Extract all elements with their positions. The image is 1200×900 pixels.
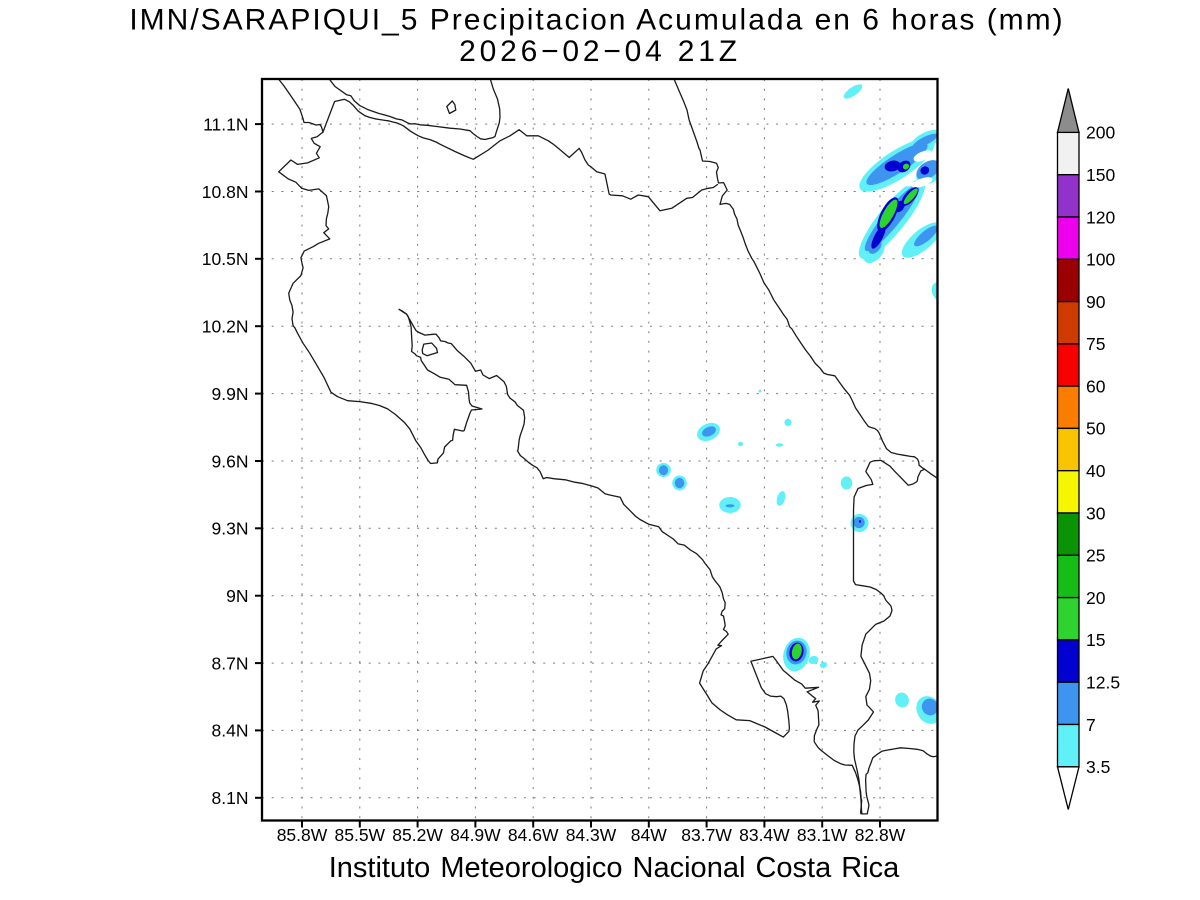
svg-text:40: 40 xyxy=(1086,461,1106,481)
svg-text:10.8N: 10.8N xyxy=(202,182,249,202)
svg-text:11.1N: 11.1N xyxy=(203,114,248,134)
svg-text:83.7W: 83.7W xyxy=(681,825,732,845)
svg-text:75: 75 xyxy=(1086,334,1105,354)
svg-text:9.3N: 9.3N xyxy=(212,519,249,539)
svg-text:8.4N: 8.4N xyxy=(212,721,249,741)
svg-text:12.5: 12.5 xyxy=(1086,673,1120,693)
svg-text:84.3W: 84.3W xyxy=(566,825,617,845)
svg-text:8.1N: 8.1N xyxy=(212,788,249,808)
svg-text:85.5W: 85.5W xyxy=(335,825,386,845)
svg-text:7: 7 xyxy=(1086,715,1096,735)
svg-text:150: 150 xyxy=(1086,165,1115,185)
svg-text:83.4W: 83.4W xyxy=(739,825,790,845)
svg-text:10.5N: 10.5N xyxy=(202,249,249,269)
svg-text:50: 50 xyxy=(1086,419,1106,439)
svg-text:84W: 84W xyxy=(631,825,667,845)
svg-text:85.8W: 85.8W xyxy=(277,825,328,845)
svg-text:2026−02−04 21Z: 2026−02−04 21Z xyxy=(459,35,741,68)
svg-text:Instituto Meteorologico Nacion: Instituto Meteorologico Nacional Costa R… xyxy=(329,852,900,884)
svg-text:200: 200 xyxy=(1086,123,1115,143)
svg-text:120: 120 xyxy=(1086,207,1115,227)
svg-text:90: 90 xyxy=(1086,292,1106,312)
svg-text:IMN/SARAPIQUI_5 Precipitacion: IMN/SARAPIQUI_5 Precipitacion Acumulada … xyxy=(129,4,1064,37)
svg-text:10.2N: 10.2N xyxy=(202,317,249,337)
svg-text:84.6W: 84.6W xyxy=(508,825,559,845)
svg-text:60: 60 xyxy=(1086,376,1106,396)
svg-text:83.1W: 83.1W xyxy=(797,825,848,845)
svg-text:9.6N: 9.6N xyxy=(212,451,249,471)
svg-text:25: 25 xyxy=(1086,546,1105,566)
svg-text:20: 20 xyxy=(1086,588,1106,608)
svg-text:100: 100 xyxy=(1086,250,1115,270)
svg-text:30: 30 xyxy=(1086,503,1106,523)
svg-text:8.7N: 8.7N xyxy=(212,653,249,673)
svg-text:3.5: 3.5 xyxy=(1086,757,1110,777)
svg-text:9N: 9N xyxy=(226,586,248,606)
svg-text:15: 15 xyxy=(1086,630,1105,650)
svg-text:84.9W: 84.9W xyxy=(450,825,501,845)
svg-text:9.9N: 9.9N xyxy=(212,384,249,404)
svg-text:85.2W: 85.2W xyxy=(392,825,443,845)
svg-text:82.8W: 82.8W xyxy=(855,825,906,845)
